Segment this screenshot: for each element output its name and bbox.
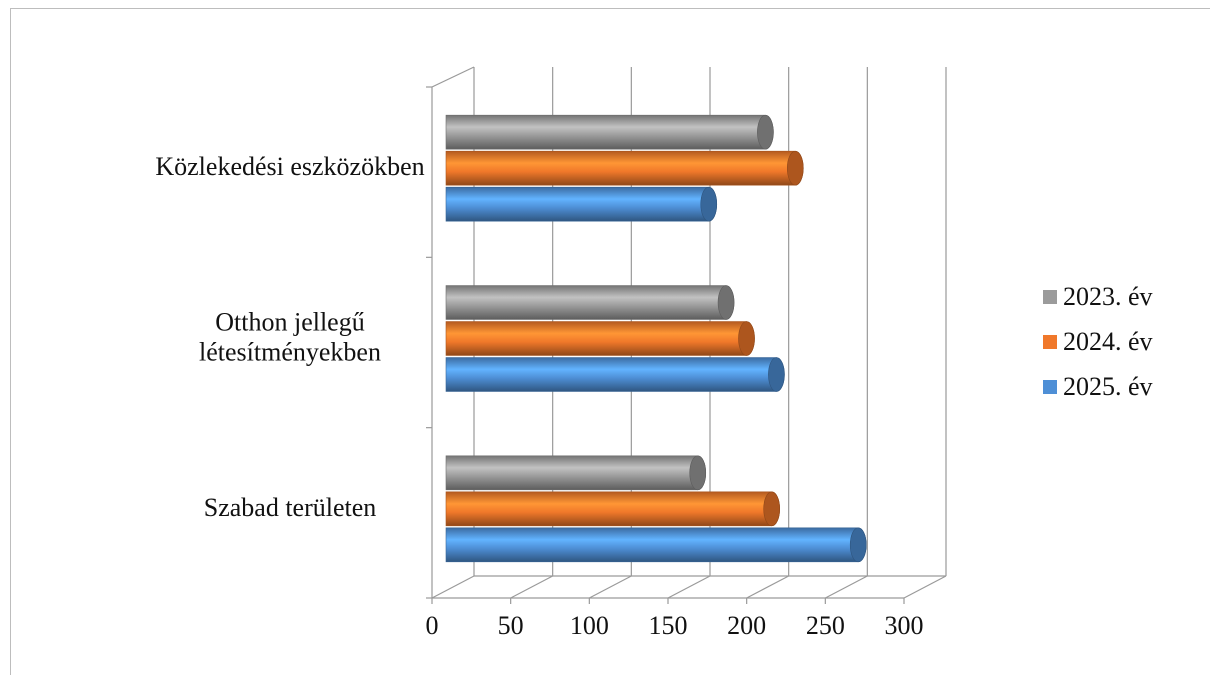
floor-gridline <box>667 575 711 599</box>
category-label: Otthon jellegű <box>215 308 364 337</box>
legend-label: 2024. év <box>1063 327 1153 356</box>
category-label: létesítményekben <box>199 338 381 367</box>
x-tick-label: 0 <box>426 611 439 640</box>
bar-cap <box>689 455 707 491</box>
frame-border-top <box>10 8 1210 9</box>
x-tick-labels: 0 50 100 150 200 250 300 <box>426 611 924 640</box>
frame-border-left <box>10 8 11 675</box>
bar-cap <box>700 186 718 222</box>
bar-cap <box>717 285 735 320</box>
bar-cap <box>786 150 804 186</box>
bar <box>445 150 804 186</box>
bars <box>445 114 867 563</box>
floor-gridline <box>825 575 868 599</box>
x-tick-label: 100 <box>570 611 609 640</box>
bar-cap <box>849 527 867 563</box>
bar <box>445 527 867 563</box>
floor-gridline <box>510 575 553 599</box>
category-labels: Szabad területen Otthon jellegűlétesítmén… <box>155 152 424 522</box>
legend-label: 2025. év <box>1063 372 1153 401</box>
bar-cap <box>768 357 785 392</box>
legend-label: 2023. év <box>1063 282 1153 311</box>
bar-cap <box>763 491 780 527</box>
bar <box>445 357 785 392</box>
bar <box>445 455 707 491</box>
legend: 2023. év 2024. év 2025. év <box>1043 282 1153 401</box>
bar-cap <box>738 321 755 356</box>
floor-gridline <box>746 575 789 599</box>
x-tick-label: 300 <box>885 611 924 640</box>
legend-swatch <box>1043 380 1057 394</box>
x-tick-label: 200 <box>727 611 766 640</box>
floor-gridline <box>431 575 475 599</box>
category-label: Szabad területen <box>204 493 377 522</box>
floor-gridline <box>903 575 947 599</box>
legend-swatch <box>1043 335 1057 349</box>
legend-swatch <box>1043 290 1057 304</box>
axes <box>426 86 946 604</box>
x-tick-label: 250 <box>806 611 845 640</box>
category-label: Közlekedési eszközökben <box>155 152 424 181</box>
x-tick-label: 50 <box>498 611 524 640</box>
bar <box>445 285 735 320</box>
floor-gridline <box>589 575 632 599</box>
bar <box>445 114 774 150</box>
bar <box>445 321 755 356</box>
bar-cap <box>757 114 774 150</box>
bar <box>445 186 718 222</box>
x-tick-label: 150 <box>649 611 688 640</box>
bar <box>445 491 780 527</box>
